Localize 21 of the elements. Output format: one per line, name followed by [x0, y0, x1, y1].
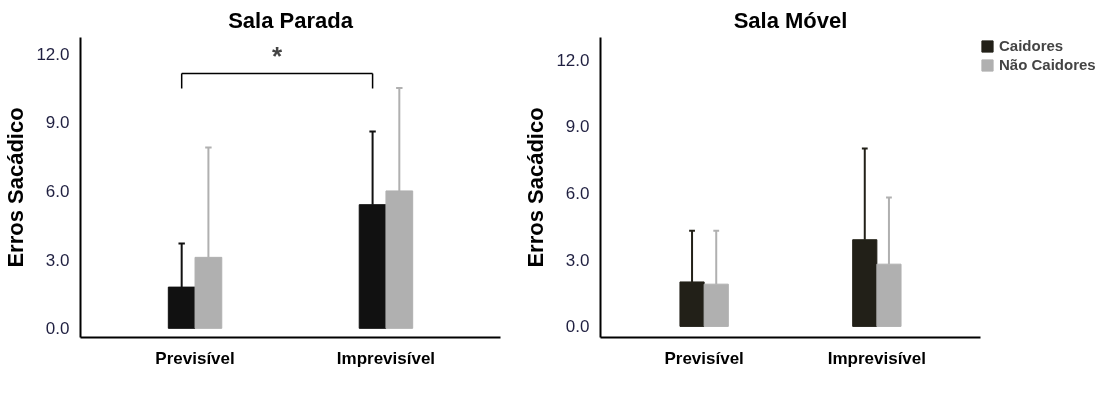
y-axis-title: Erros Sacádico [523, 107, 549, 268]
x-tick-label: Previsível [155, 348, 235, 368]
y-tick-label: 12.0 [36, 44, 70, 64]
legend-label: Caidores [999, 37, 1064, 54]
annotation: * [272, 40, 284, 71]
y-tick-label: 0.0 [565, 317, 590, 337]
legend-label: Não Caidores [999, 56, 1096, 73]
y-axis-title: Erros Sacádico [3, 107, 29, 268]
y-tick-label: 6.0 [565, 184, 590, 204]
y-tick-label: 6.0 [45, 181, 70, 201]
chart-title: Sala Parada [228, 7, 354, 33]
x-tick-label: Imprevisível [336, 348, 436, 368]
chart-title: Sala Móvel [733, 7, 848, 33]
x-tick-label: Previsível [664, 348, 744, 368]
y-tick-label: 3.0 [565, 250, 590, 270]
y-tick-label: 9.0 [565, 117, 590, 137]
y-tick-label: 9.0 [45, 113, 70, 133]
x-tick-label: Imprevisível [827, 348, 926, 368]
y-tick-label: 3.0 [45, 250, 70, 270]
y-tick-label: 12.0 [556, 50, 590, 70]
y-tick-label: 0.0 [45, 319, 70, 339]
